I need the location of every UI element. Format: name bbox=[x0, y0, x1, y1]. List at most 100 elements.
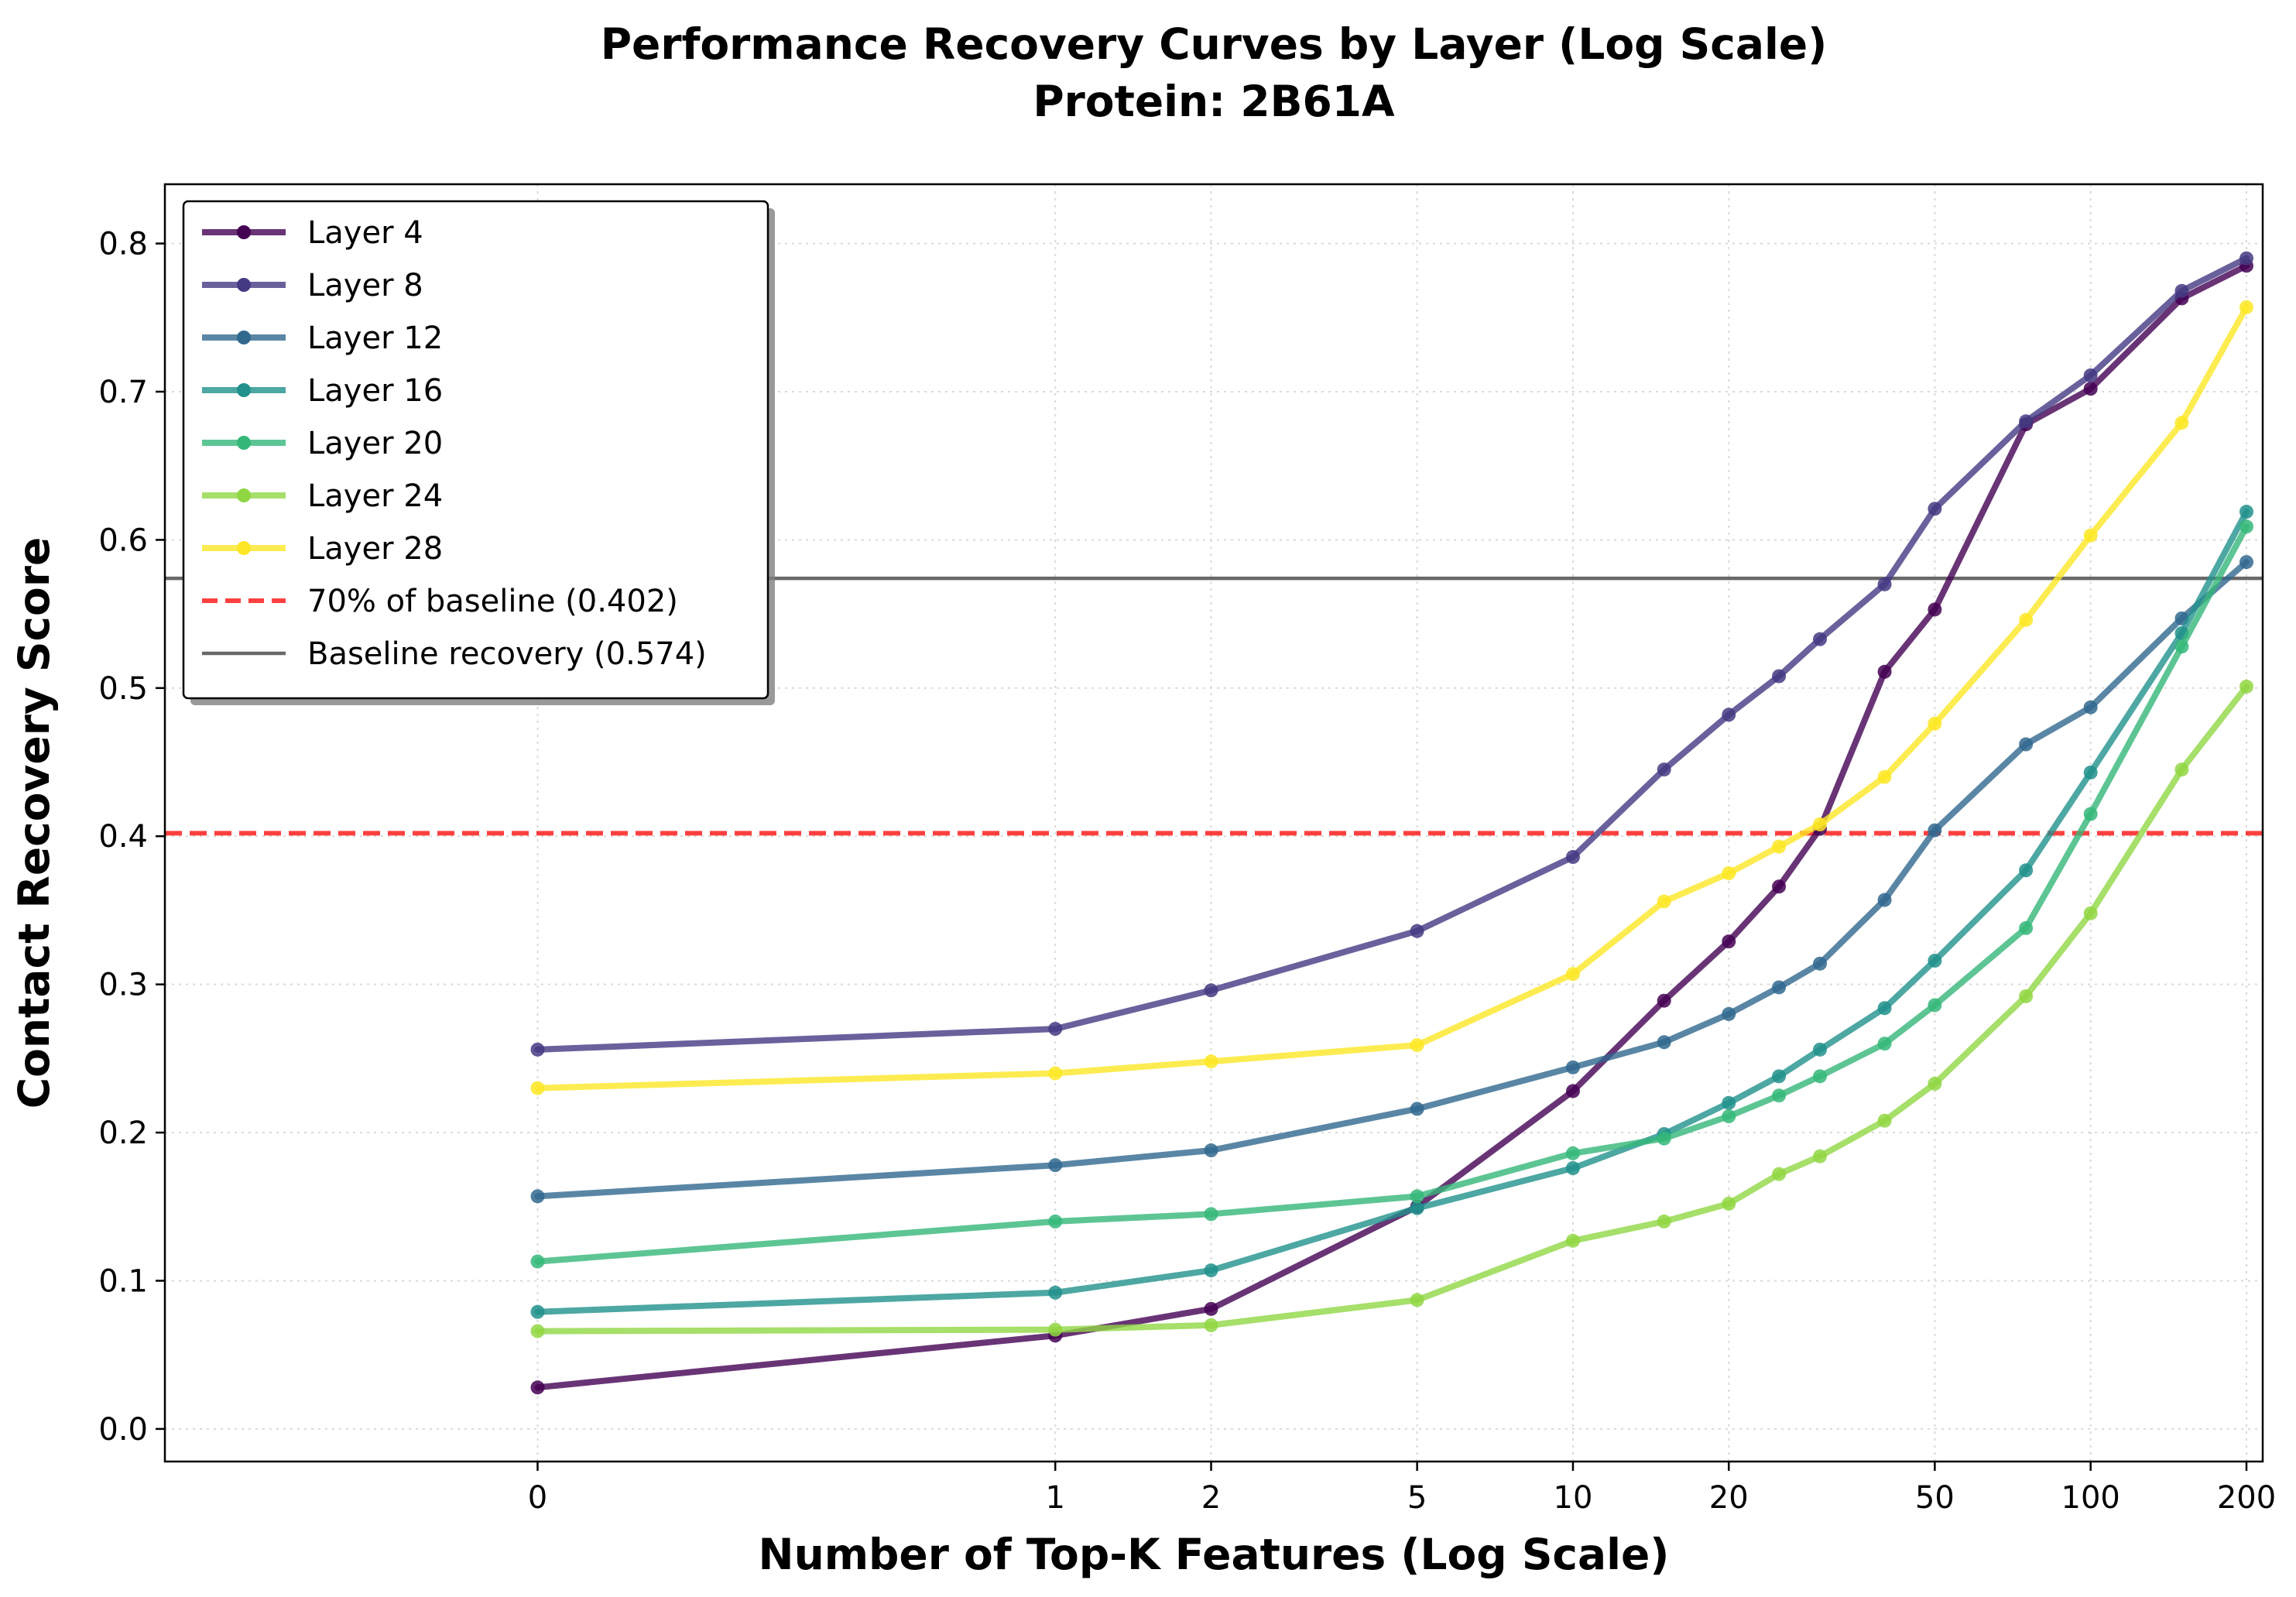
series-line bbox=[534, 523, 2250, 1265]
x-tick-label: 20 bbox=[1709, 1480, 1749, 1516]
x-axis: 0 1 2 5 10 20 50 100 200 bbox=[528, 1462, 2276, 1516]
data-point bbox=[2239, 519, 2253, 534]
data-point bbox=[1204, 1207, 1218, 1222]
data-point bbox=[2174, 416, 2189, 430]
data-point bbox=[1565, 850, 1580, 865]
data-point bbox=[1204, 1054, 1218, 1069]
data-point bbox=[2174, 763, 2189, 777]
data-point bbox=[1722, 708, 1736, 722]
data-point bbox=[1657, 1035, 1671, 1050]
legend-marker bbox=[237, 383, 251, 397]
x-tick-label: 2 bbox=[1201, 1480, 1221, 1516]
y-axis-label: Contact Recovery Score bbox=[9, 537, 59, 1109]
legend-item: 70% of baseline (0.402) bbox=[202, 584, 678, 619]
data-point bbox=[2239, 300, 2253, 314]
data-point bbox=[1877, 1001, 1892, 1016]
data-point bbox=[2174, 639, 2189, 654]
data-point bbox=[1048, 1066, 1063, 1081]
data-point bbox=[1565, 1146, 1580, 1160]
legend-label: Layer 16 bbox=[307, 373, 443, 409]
data-point bbox=[1048, 1322, 1063, 1337]
data-point bbox=[1410, 1189, 1424, 1204]
series-layer-20 bbox=[530, 519, 2253, 1269]
legend-label: Layer 8 bbox=[307, 268, 423, 303]
chart-subtitle: Protein: 2B61A bbox=[1033, 77, 1395, 126]
legend-item: Layer 8 bbox=[202, 268, 423, 303]
data-point bbox=[1565, 1084, 1580, 1098]
legend-label: Layer 28 bbox=[307, 531, 443, 567]
legend-item: Layer 28 bbox=[202, 531, 443, 567]
x-tick-label: 5 bbox=[1407, 1480, 1427, 1516]
data-point bbox=[1772, 839, 1787, 854]
data-point bbox=[1813, 632, 1828, 646]
data-point bbox=[2083, 368, 2098, 382]
data-point bbox=[1722, 1109, 1736, 1124]
data-point bbox=[1772, 1069, 1787, 1084]
data-point bbox=[1657, 1131, 1671, 1146]
data-point bbox=[530, 1189, 545, 1204]
data-point bbox=[1410, 1102, 1424, 1116]
data-point bbox=[530, 1081, 545, 1095]
data-point bbox=[530, 1380, 545, 1395]
legend-box bbox=[182, 200, 769, 700]
legend-label: Layer 20 bbox=[307, 426, 443, 461]
legend-marker bbox=[237, 278, 251, 292]
data-point bbox=[1813, 817, 1828, 831]
legend-label: Layer 4 bbox=[307, 215, 423, 251]
data-point bbox=[530, 1304, 545, 1319]
legend-marker bbox=[237, 488, 251, 502]
data-point bbox=[1928, 602, 1942, 617]
legend-item: Layer 4 bbox=[202, 215, 423, 251]
legend-label: Layer 24 bbox=[307, 478, 443, 514]
legend-item: Layer 16 bbox=[202, 373, 443, 409]
legend-marker bbox=[237, 225, 251, 239]
series-layer-24 bbox=[530, 679, 2253, 1338]
data-point bbox=[530, 1324, 545, 1338]
y-tick-label: 0.2 bbox=[98, 1116, 148, 1151]
data-point bbox=[1722, 934, 1736, 949]
data-point bbox=[1410, 1201, 1424, 1215]
data-point bbox=[1565, 1160, 1580, 1175]
data-point bbox=[1657, 894, 1671, 909]
data-point bbox=[1657, 993, 1671, 1008]
data-point bbox=[1204, 1318, 1218, 1332]
data-point bbox=[1877, 1037, 1892, 1051]
series-layer-8 bbox=[530, 251, 2253, 1057]
data-point bbox=[1204, 1301, 1218, 1316]
legend-marker bbox=[237, 331, 251, 344]
data-point bbox=[1048, 1022, 1063, 1037]
legend-item: Layer 20 bbox=[202, 426, 443, 461]
data-point bbox=[2019, 863, 2034, 878]
y-tick-label: 0.7 bbox=[98, 375, 148, 410]
data-point bbox=[2083, 906, 2098, 920]
data-point bbox=[1410, 1038, 1424, 1053]
legend-item: Baseline recovery (0.574) bbox=[202, 636, 707, 672]
data-point bbox=[2174, 283, 2189, 298]
legend-item: Layer 12 bbox=[202, 320, 443, 356]
series-line bbox=[534, 303, 2250, 1092]
data-point bbox=[2239, 555, 2253, 570]
series-line bbox=[534, 509, 2250, 1315]
data-point bbox=[2239, 251, 2253, 266]
data-point bbox=[2019, 612, 2034, 627]
series-layer-28 bbox=[530, 300, 2253, 1095]
data-point bbox=[1410, 924, 1424, 938]
legend-marker bbox=[237, 436, 251, 450]
data-point bbox=[2019, 414, 2034, 429]
data-point bbox=[1772, 980, 1787, 995]
series-line bbox=[534, 683, 2250, 1335]
data-point bbox=[1772, 1167, 1787, 1181]
data-point bbox=[1928, 502, 1942, 516]
data-point bbox=[2239, 505, 2253, 519]
data-point bbox=[530, 1042, 545, 1057]
data-point bbox=[1813, 1069, 1828, 1084]
data-point bbox=[1657, 1214, 1671, 1229]
data-point bbox=[1657, 763, 1671, 777]
series-line bbox=[534, 255, 2250, 1053]
data-point bbox=[1565, 967, 1580, 982]
legend-marker bbox=[237, 541, 251, 555]
data-point bbox=[1204, 1263, 1218, 1278]
x-tick-label: 200 bbox=[2217, 1480, 2276, 1516]
data-point bbox=[1928, 823, 1942, 838]
data-point bbox=[1204, 983, 1218, 998]
